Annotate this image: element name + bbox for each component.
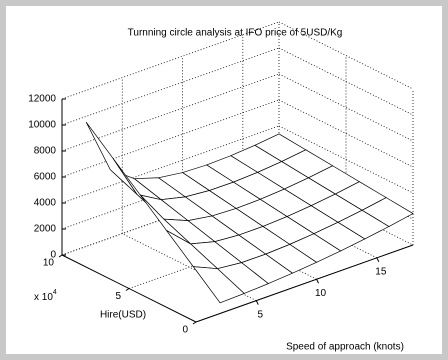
tick-mark (316, 278, 320, 284)
grid-line (242, 190, 378, 259)
tick-mark (58, 254, 63, 258)
y-tick-label: 10 (43, 258, 55, 269)
y-multiplier-base: x 10 (34, 292, 53, 303)
z-tick-label: 2000 (34, 224, 57, 235)
tick-mark (192, 321, 197, 325)
tick-mark (255, 300, 259, 305)
y-axis-label: Hire(USD) (100, 310, 146, 321)
y-tick-label: 0 (182, 325, 188, 336)
tick-mark (376, 257, 380, 263)
x-tick-label: 5 (257, 309, 263, 320)
grid-line (278, 125, 414, 194)
y-tick-label: 5 (115, 291, 121, 302)
grid-line (278, 99, 414, 168)
grid-line (278, 73, 414, 142)
tick-mark (125, 288, 130, 291)
z-tick-label: 10000 (28, 120, 56, 131)
x-axis-label: Speed of approach (knots) (286, 342, 404, 353)
chart-title: Turnning circle analysis at IFO price of… (128, 28, 343, 39)
grid-line (278, 47, 414, 116)
x-tick-label: 10 (315, 288, 327, 299)
z-tick-label: 4000 (34, 198, 57, 209)
y-multiplier-exponent: 4 (53, 289, 57, 296)
surface-cell (192, 266, 245, 304)
grid-line (278, 21, 414, 90)
y-multiplier: x 104 (34, 289, 57, 303)
z-tick-label: 8000 (34, 146, 57, 157)
z-tick-label: 12000 (28, 94, 56, 105)
x-tick-label: 15 (375, 266, 387, 277)
z-tick-label: 0 (50, 250, 56, 261)
z-tick-label: 6000 (34, 172, 57, 183)
